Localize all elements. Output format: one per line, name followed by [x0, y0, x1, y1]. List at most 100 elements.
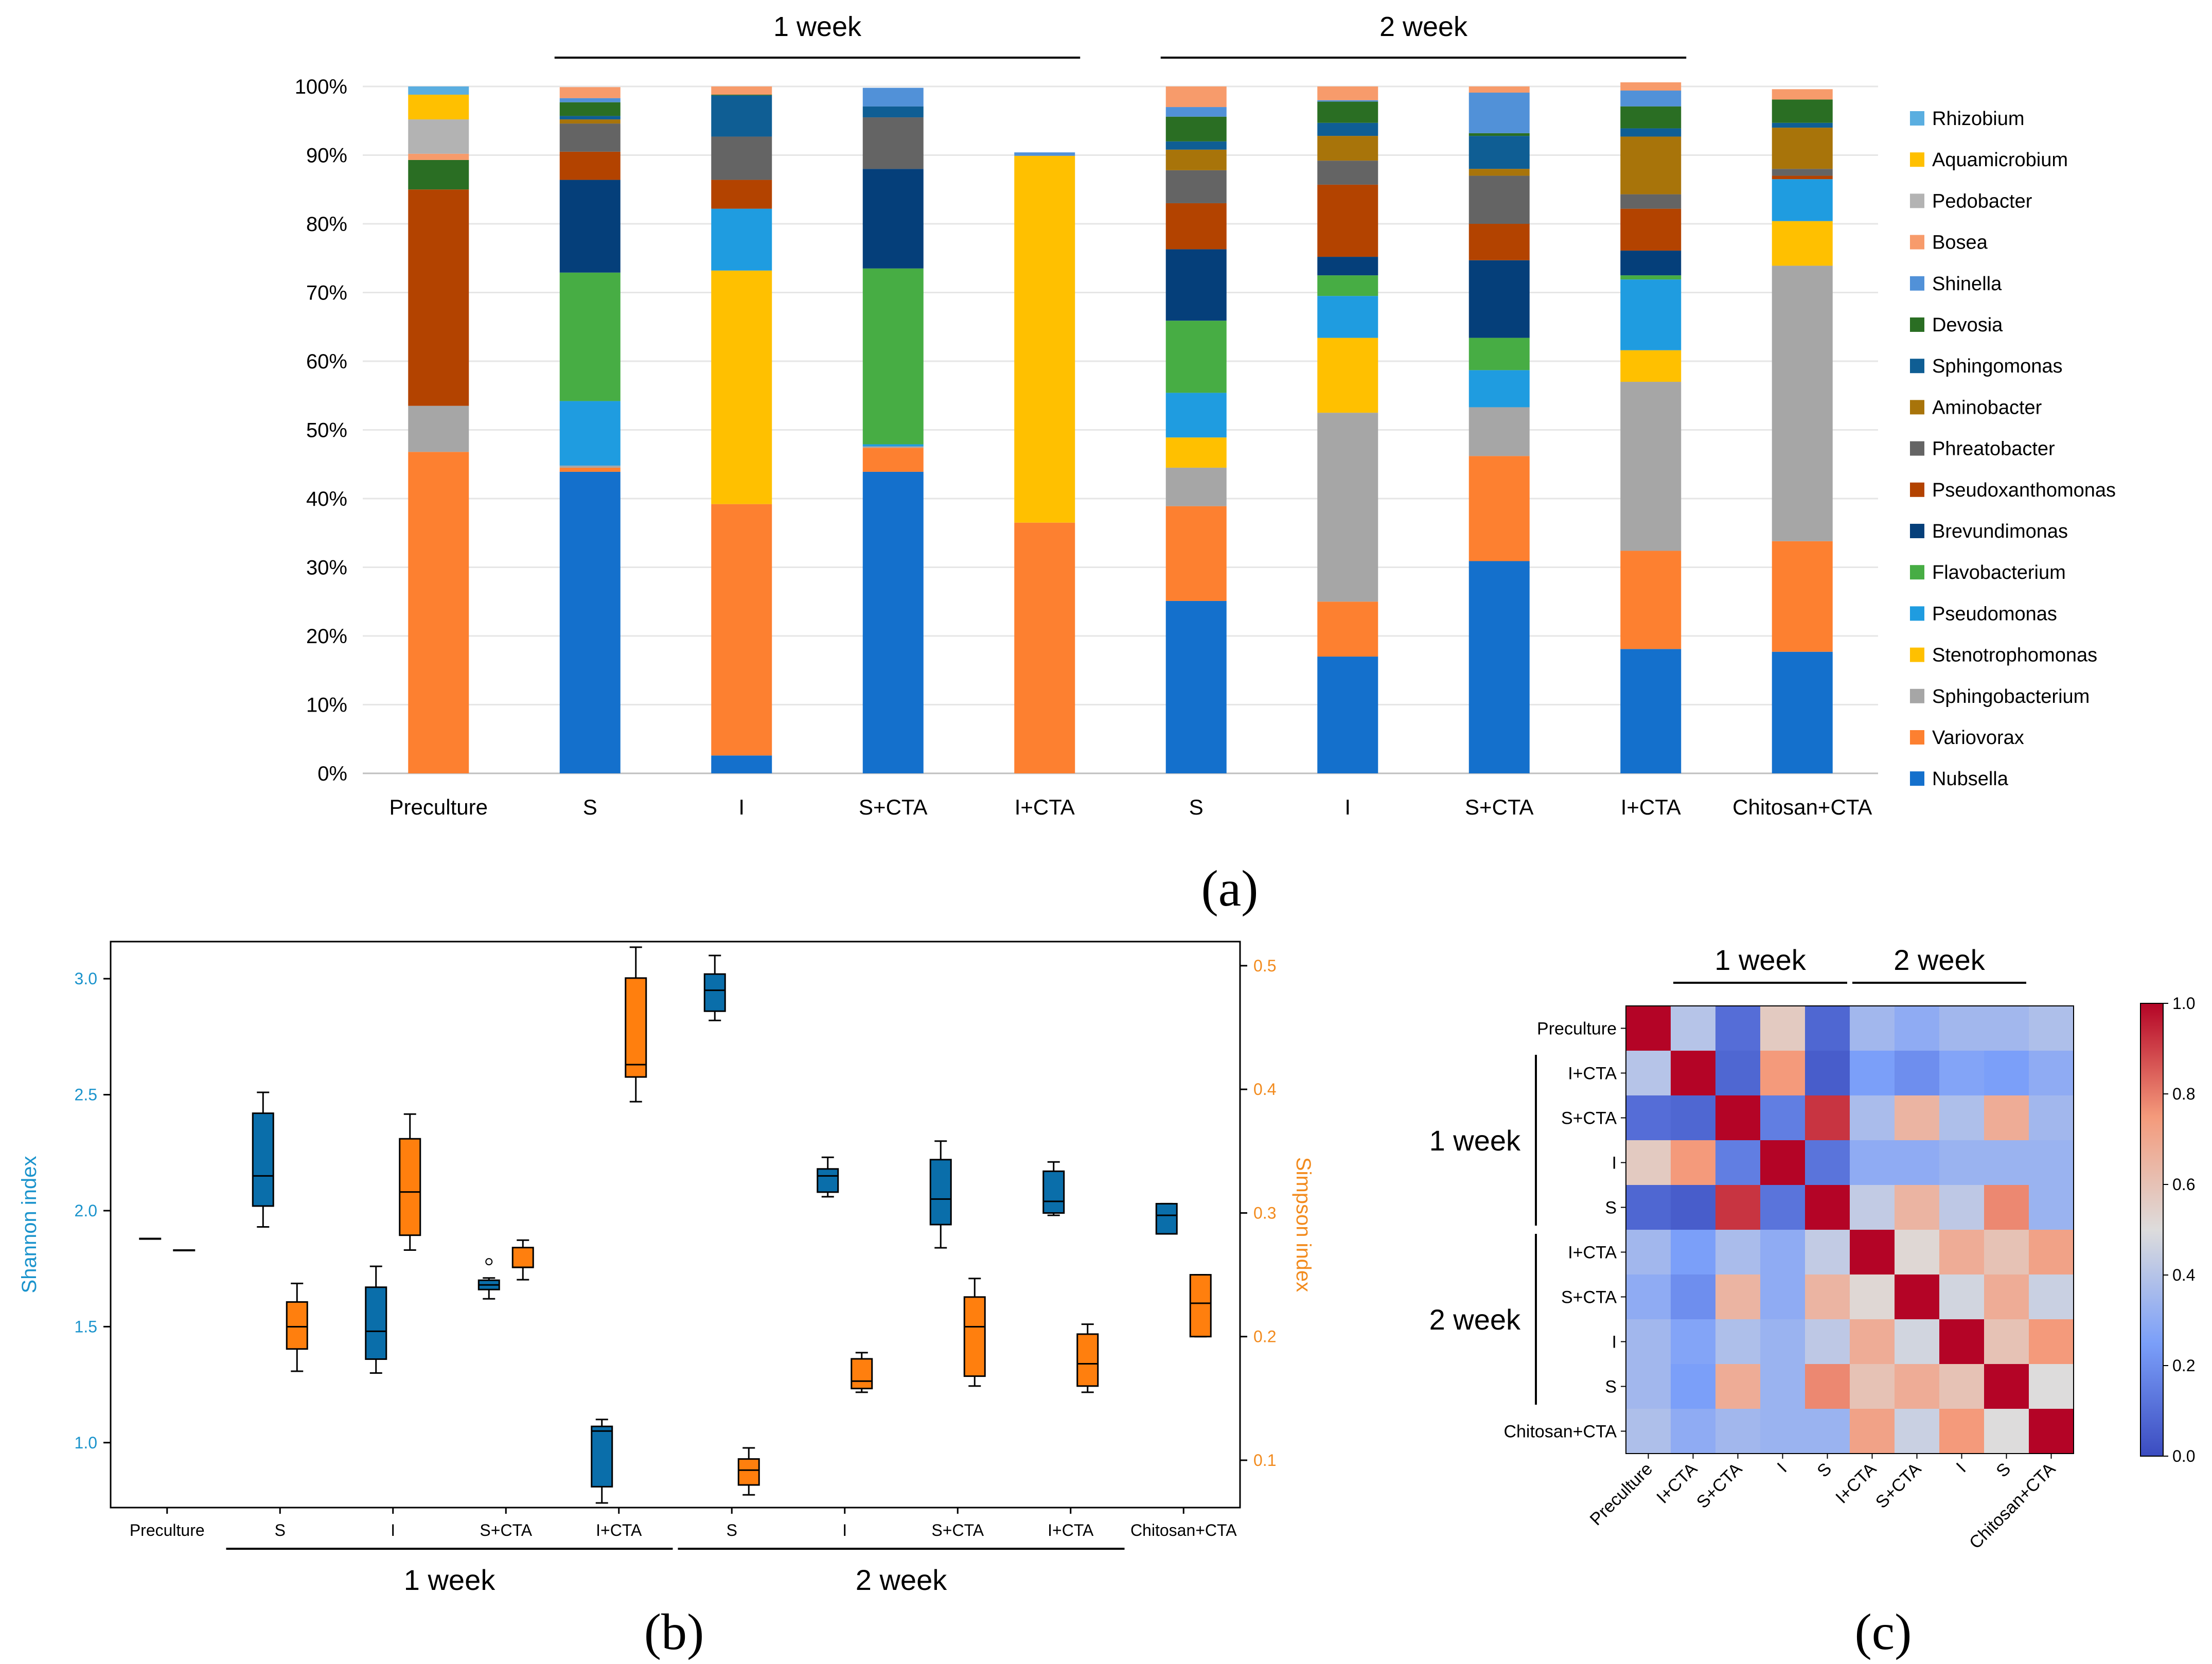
bar-segment — [1468, 407, 1530, 456]
legend-swatch — [1910, 647, 1924, 662]
bar-segment — [1468, 136, 1530, 169]
heatmap-cell — [1760, 1095, 1806, 1141]
bar-segment — [1468, 175, 1530, 224]
heatmap-cell — [1850, 1274, 1895, 1320]
bar-segment — [559, 102, 621, 116]
x-tick-label: Chitosan+CTA — [1130, 1521, 1237, 1539]
box — [625, 977, 647, 1078]
legend-swatch — [1910, 400, 1924, 415]
bar-segment — [1468, 224, 1530, 260]
x-tick-label: S+CTA — [931, 1521, 984, 1539]
heatmap-cell — [1715, 1140, 1761, 1185]
x-tick-label: I — [842, 1521, 847, 1539]
heatmap-cell — [1671, 1051, 1716, 1096]
diversity-box-plot: 1.0 1.5 2.0 2.5 3.0 0.1 0.2 0.3 0.4 0.5 Shannon in… — [18, 941, 1315, 1660]
heatmap-cell — [1626, 1006, 1671, 1051]
bar-segment — [1620, 208, 1682, 251]
legend-label: Brevundimonas — [1932, 521, 2068, 542]
bar-segment — [559, 471, 621, 773]
colorbar-tick-label: 0.6 — [2172, 1175, 2195, 1194]
x-tick-label: S — [275, 1521, 286, 1539]
heatmap-cell — [1626, 1274, 1671, 1320]
bar-segment — [1468, 260, 1530, 338]
bar-segment — [1165, 203, 1227, 250]
bar-segment — [1165, 107, 1227, 117]
bar-segment — [862, 87, 924, 107]
legend-label: Flavobacterium — [1932, 562, 2066, 583]
outlier-point — [485, 1258, 493, 1266]
bar-segment — [1165, 600, 1227, 773]
heatmap-cell — [1671, 1185, 1716, 1230]
box — [399, 1138, 421, 1236]
bar-segment — [408, 153, 469, 160]
bar-segment — [559, 180, 621, 273]
heatmap-cell — [1895, 1274, 1940, 1320]
bar-segment — [1772, 122, 1833, 128]
bar-segment — [1620, 82, 1682, 91]
x-tick-label: S — [583, 795, 597, 819]
legend-swatch — [1910, 606, 1924, 621]
x-tick-label: Preculture — [130, 1521, 205, 1539]
legend-swatch — [1910, 441, 1924, 456]
heatmap-cell — [1805, 1364, 1850, 1409]
bar-segment — [711, 136, 772, 180]
legend-label: Shinella — [1932, 273, 2002, 295]
heatmap-cell — [1984, 1051, 2029, 1096]
bar-segment — [1620, 106, 1682, 129]
stacked-bars — [408, 82, 1833, 773]
x-tick-label: S — [727, 1521, 737, 1539]
heatmap-cell — [1626, 1140, 1671, 1185]
heatmap-cell — [1805, 1006, 1850, 1051]
bar-segment — [1772, 265, 1833, 541]
bar-segment — [1772, 99, 1833, 123]
heatmap-cell — [1850, 1409, 1895, 1454]
bar-segment — [1317, 161, 1378, 185]
heatmap-cell — [1626, 1409, 1671, 1454]
y-tick-label: 30% — [306, 557, 347, 579]
heatmap-cell — [2029, 1409, 2074, 1454]
bar-segment — [559, 116, 621, 120]
heatmap-cell — [1671, 1140, 1716, 1185]
bar-segment — [408, 86, 469, 95]
box-plot-content: 1.0 1.5 2.0 2.5 3.0 0.1 0.2 0.3 0.4 0.5 Shannon in… — [18, 946, 1315, 1596]
bar-segment — [559, 151, 621, 180]
y-tick-label: 10% — [306, 694, 347, 717]
legend-label: Variovorax — [1932, 727, 2024, 749]
bar-segment — [862, 106, 924, 118]
bar-segment — [1014, 152, 1075, 156]
bar-segment — [1165, 321, 1227, 393]
heatmap-cell — [1626, 1230, 1671, 1275]
colorbar-tick-label: 0.4 — [2172, 1266, 2195, 1284]
heatmap-cell — [1939, 1274, 1985, 1320]
heatmap-cell — [1760, 1319, 1806, 1365]
heatmap-cell — [1850, 1230, 1895, 1275]
bar-segment — [1317, 275, 1378, 296]
shannon-tick-label: 2.0 — [75, 1201, 97, 1220]
bar-segment — [711, 208, 772, 271]
y-tick-label: 0% — [317, 763, 347, 785]
heatmap-cell — [1984, 1319, 2029, 1365]
colorbar — [2140, 1003, 2164, 1457]
stacked-bar-chart: 0% 10% 20% 30% 40% 50% 60% 70% 80% 90% 100% Precult… — [295, 11, 2116, 917]
legend-label: Nubsella — [1932, 768, 2009, 790]
heatmap-frame — [1625, 1005, 2074, 1454]
heatmap-cell — [1715, 1051, 1761, 1096]
group-label: 1 week — [1429, 1124, 1521, 1157]
bar-segment — [1772, 175, 1833, 180]
bar-segment — [1317, 122, 1378, 136]
box — [1076, 1333, 1099, 1387]
bar-segment — [1468, 561, 1530, 773]
heatmap-cell — [1715, 1230, 1761, 1275]
bar-segment — [559, 465, 621, 468]
heatmap-cell — [1671, 1095, 1716, 1141]
heatmap-cell — [1671, 1319, 1716, 1365]
heatmap-cell — [1805, 1409, 1850, 1454]
row-label: S — [1605, 1198, 1617, 1218]
heatmap-cell — [2029, 1095, 2074, 1141]
bar-segment — [1772, 89, 1833, 100]
group-label: 2 week — [1894, 944, 1985, 976]
bar-legend: Rhizobium Aquamicrobium Pedobacter Bosea Shi… — [1910, 108, 2116, 790]
legend-label: Stenotrophomonas — [1932, 645, 2097, 666]
bar-segment — [1620, 275, 1682, 280]
heatmap-cell — [2029, 1051, 2074, 1096]
